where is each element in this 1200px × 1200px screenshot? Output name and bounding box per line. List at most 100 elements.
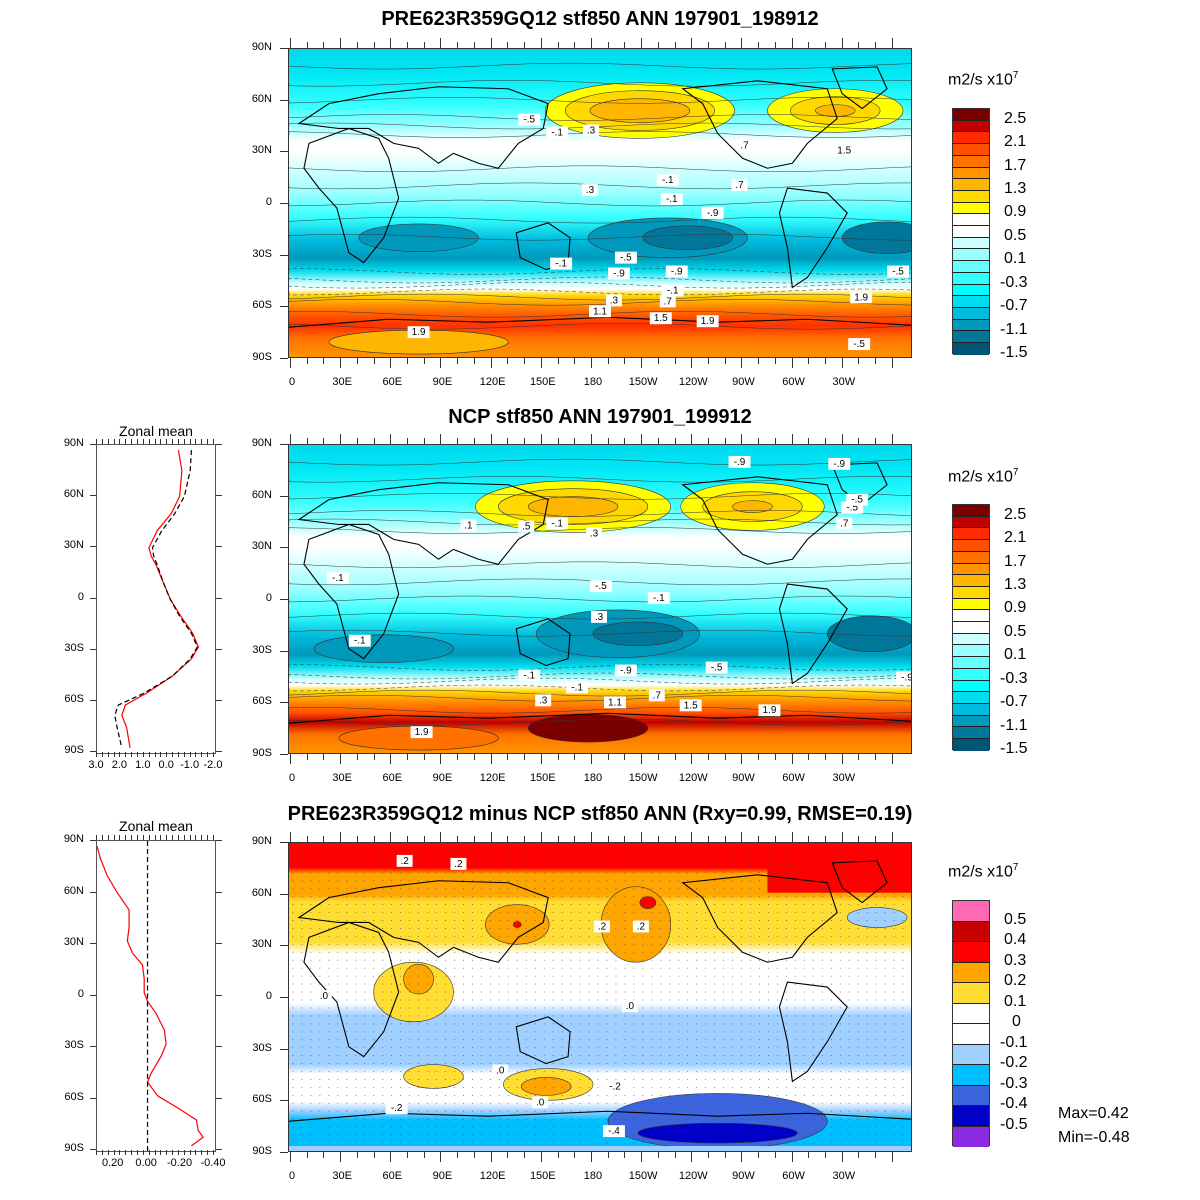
significance-dot [552,1063,554,1065]
significance-dot [696,1055,698,1057]
significance-dot [391,1094,393,1096]
significance-dot [471,999,473,1001]
significance-dot [480,967,482,969]
significance-dot [687,920,689,921]
significance-dot [624,1071,626,1072]
significance-dot [759,1055,760,1057]
significance-dot [489,872,491,874]
significance-dot [857,943,859,945]
significance-dot [723,1086,725,1088]
x-tick-mark [177,1150,179,1155]
significance-dot [328,1007,330,1009]
significance-dot [669,856,671,858]
significance-dot [471,991,473,993]
significance-dot [624,967,626,969]
contour-line [289,707,911,714]
significance-dot [337,1134,339,1136]
significance-dot [400,1094,402,1096]
significance-dot [633,1134,635,1136]
significance-dot [462,856,464,858]
significance-dot [561,912,563,913]
significance-dot [714,983,716,985]
significance-dot [373,1134,375,1136]
significance-dot [759,1110,760,1112]
significance-dot [588,880,590,882]
significance-dot [615,991,617,993]
significance-dot [848,999,850,1001]
significance-dot [525,959,527,961]
significance-dot [696,943,698,945]
significance-dot [534,967,536,969]
significance-dot [866,1007,868,1009]
significance-dot [543,951,545,953]
significance-dot [462,983,464,985]
significance-dot [400,1039,402,1041]
significance-dot [498,1094,500,1096]
significance-dot [454,943,455,945]
significance-dot [821,856,823,858]
significance-dot [525,848,527,850]
x-tick-mark [195,1150,197,1155]
lon-tick-mark [590,38,592,48]
significance-dot [803,1142,805,1144]
lon-tick-mark [841,754,843,764]
significance-dot [714,1086,716,1088]
significance-dot [480,1118,482,1120]
positive-anomaly [520,1077,572,1096]
lon-tick-mark [791,434,793,444]
significance-dot [642,1039,644,1041]
lon-tick-mark [440,1152,442,1162]
lon-tick-mark [875,42,877,48]
significance-dot [624,927,626,929]
significance-dot [328,888,330,890]
x-tick-label: 0.20 [101,1157,124,1169]
contour-line [289,695,911,702]
significance-dot [803,1126,805,1128]
significance-dot [597,951,599,953]
significance-dot [759,872,760,874]
significance-dot [705,975,707,977]
significance-dot [642,1094,644,1096]
significance-dot [346,999,348,1001]
significance-dot [454,927,455,929]
lon-tick-mark [473,438,475,444]
significance-dot [436,912,437,913]
significance-dot [292,1023,294,1025]
significance-dot [624,872,626,874]
significance-dot [364,896,366,898]
significance-dot [525,896,527,898]
significance-dot [525,975,527,977]
significance-dot [534,896,536,898]
significance-dot [427,856,429,858]
significance-dot [714,1039,716,1041]
svg-text:.0: .0 [496,1066,505,1077]
significance-dot [319,959,321,961]
significance-dot [848,1134,850,1136]
lon-tick-label: 180 [583,772,603,784]
significance-dot [651,912,653,913]
significance-dot [848,1118,850,1120]
contour-line [289,518,911,526]
lon-tick-mark [891,1152,893,1162]
significance-dot [597,880,599,882]
significance-dot [337,1063,339,1065]
significance-dot [445,975,446,977]
significance-dot [642,935,644,937]
significance-dot [803,1071,805,1072]
significance-dot [893,864,895,866]
significance-dot [741,904,742,906]
significance-dot [346,1142,348,1144]
significance-dot [436,872,437,874]
significance-dot [498,1079,500,1080]
svg-text:.3: .3 [587,125,596,136]
significance-dot [651,943,653,945]
significance-dot [346,1047,348,1049]
significance-dot [803,912,805,913]
significance-dot [741,927,742,929]
significance-dot [373,856,375,858]
svg-text:-.1: -.1 [555,259,567,270]
significance-dot [615,1118,617,1120]
significance-dot [355,880,357,882]
significance-dot [579,1039,581,1041]
significance-dot [436,1118,437,1120]
